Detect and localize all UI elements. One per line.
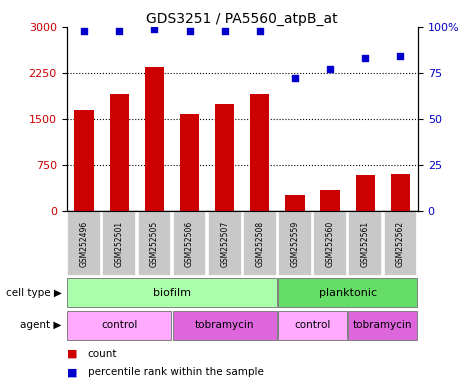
Text: biofilm: biofilm xyxy=(153,288,191,298)
Point xyxy=(115,28,123,34)
Text: cell type ▶: cell type ▶ xyxy=(6,288,62,298)
Text: GSM252559: GSM252559 xyxy=(291,221,299,267)
Bar xyxy=(285,195,304,211)
Text: GSM252501: GSM252501 xyxy=(115,221,124,267)
Bar xyxy=(67,211,101,276)
Bar xyxy=(278,278,418,308)
Bar xyxy=(278,211,312,276)
Text: ■: ■ xyxy=(66,367,77,377)
Bar xyxy=(75,110,94,211)
Point xyxy=(80,28,88,34)
Bar xyxy=(278,311,347,340)
Text: count: count xyxy=(88,349,117,359)
Text: planktonic: planktonic xyxy=(319,288,377,298)
Text: tobramycin: tobramycin xyxy=(195,320,255,331)
Bar xyxy=(356,175,375,211)
Bar xyxy=(215,104,234,211)
Bar xyxy=(67,311,171,340)
Text: percentile rank within the sample: percentile rank within the sample xyxy=(88,367,264,377)
Bar xyxy=(172,211,207,276)
Text: GSM252508: GSM252508 xyxy=(256,221,264,267)
Bar xyxy=(110,94,129,211)
Point xyxy=(326,66,334,72)
Bar xyxy=(145,67,164,211)
Point xyxy=(361,55,369,61)
Point xyxy=(186,28,193,34)
Title: GDS3251 / PA5560_atpB_at: GDS3251 / PA5560_atpB_at xyxy=(146,12,338,26)
Bar xyxy=(180,114,199,211)
Text: tobramycin: tobramycin xyxy=(353,320,413,331)
Bar xyxy=(243,211,277,276)
Point xyxy=(397,53,404,60)
Point xyxy=(221,28,228,34)
Text: ■: ■ xyxy=(66,349,77,359)
Point xyxy=(291,75,299,81)
Text: control: control xyxy=(101,320,137,331)
Bar xyxy=(321,190,340,211)
Text: GSM252496: GSM252496 xyxy=(80,221,88,267)
Point xyxy=(256,28,264,34)
Text: control: control xyxy=(294,320,331,331)
Bar xyxy=(250,94,269,211)
Bar xyxy=(137,211,171,276)
Bar xyxy=(67,278,277,308)
Text: GSM252560: GSM252560 xyxy=(326,221,334,267)
Bar xyxy=(348,311,418,340)
Bar xyxy=(208,211,242,276)
Bar xyxy=(172,311,277,340)
Bar xyxy=(313,211,347,276)
Text: GSM252562: GSM252562 xyxy=(396,221,405,267)
Text: GSM252561: GSM252561 xyxy=(361,221,370,267)
Bar xyxy=(383,211,418,276)
Bar xyxy=(348,211,382,276)
Bar xyxy=(102,211,136,276)
Point xyxy=(151,26,158,32)
Text: GSM252506: GSM252506 xyxy=(185,221,194,267)
Bar xyxy=(391,174,410,211)
Text: agent ▶: agent ▶ xyxy=(20,320,62,331)
Text: GSM252507: GSM252507 xyxy=(220,221,229,267)
Text: GSM252505: GSM252505 xyxy=(150,221,159,267)
